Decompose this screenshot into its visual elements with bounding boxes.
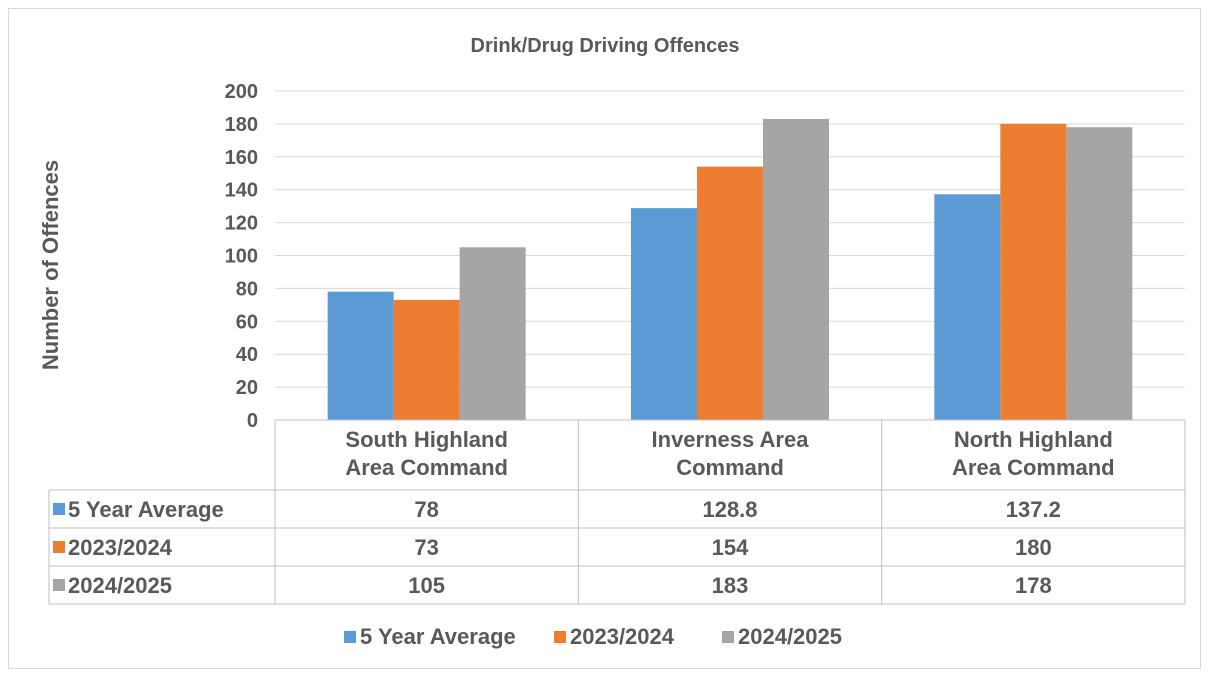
bar (763, 118, 829, 420)
table-row-label: 2023/2024 (68, 535, 173, 560)
y-ticks: 0 20 40 60 80 100 120 140 160 180 200 (225, 81, 258, 432)
table-cell-value: 183 (712, 573, 749, 598)
y-tick-label: 120 (225, 213, 258, 235)
table-legend-key (53, 579, 65, 591)
table-cell-value: 78 (414, 497, 438, 522)
table-cell-value: 178 (1015, 573, 1052, 598)
y-tick-label: 20 (236, 377, 258, 399)
y-tick-label: 180 (225, 114, 258, 136)
table-cell-value: 128.8 (702, 497, 757, 522)
bar (1066, 127, 1133, 420)
legend-key (554, 631, 566, 643)
y-tick-label: 40 (236, 344, 258, 366)
table-cell-value: 105 (408, 573, 445, 598)
y-tick-label: 100 (225, 246, 258, 268)
legend-label: 2023/2024 (570, 624, 675, 649)
legend-key (722, 631, 734, 643)
y-tick-label: 140 (225, 180, 258, 202)
table-row-label: 5 Year Average (68, 497, 224, 522)
bar (631, 208, 697, 420)
legend-key (344, 631, 356, 643)
chart-title: Drink/Drug Driving Offences (471, 35, 740, 57)
category-label: South Highland Area Command (345, 427, 508, 480)
y-tick-label: 0 (247, 410, 258, 432)
table-row-label: 2024/2025 (68, 573, 172, 598)
legend-label: 2024/2025 (738, 624, 842, 649)
bar (934, 194, 1001, 420)
y-tick-label: 60 (236, 311, 258, 333)
table-cell-value: 137.2 (1006, 497, 1061, 522)
bar (327, 291, 394, 420)
bar (697, 166, 763, 420)
data-table: South Highland Area Command Inverness Area… (48, 419, 1186, 605)
chart-frame: 0 20 40 60 80 100 120 140 160 180 200 South Highla… (8, 8, 1201, 669)
chart: 0 20 40 60 80 100 120 140 160 180 200 South Highla… (38, 35, 1186, 649)
y-tick-label: 200 (225, 81, 258, 103)
table-legend-key (53, 503, 65, 515)
bar (1000, 123, 1067, 421)
bars (327, 118, 1133, 421)
y-tick-label: 80 (236, 278, 258, 300)
table-cell-value: 154 (712, 535, 749, 560)
table-cell-value: 180 (1015, 535, 1052, 560)
y-axis-title: Number of Offences (38, 160, 63, 370)
table-legend-key (53, 541, 65, 553)
bar (393, 299, 460, 420)
legend-label: 5 Year Average (360, 624, 516, 649)
table-cell-value: 73 (414, 535, 438, 560)
legend: 5 Year Average 2023/2024 2024/2025 (344, 624, 842, 649)
category-label: Inverness Area Command (652, 427, 810, 480)
bar (459, 247, 526, 420)
category-label: North Highland Area Command (952, 427, 1115, 480)
y-tick-label: 160 (225, 147, 258, 169)
